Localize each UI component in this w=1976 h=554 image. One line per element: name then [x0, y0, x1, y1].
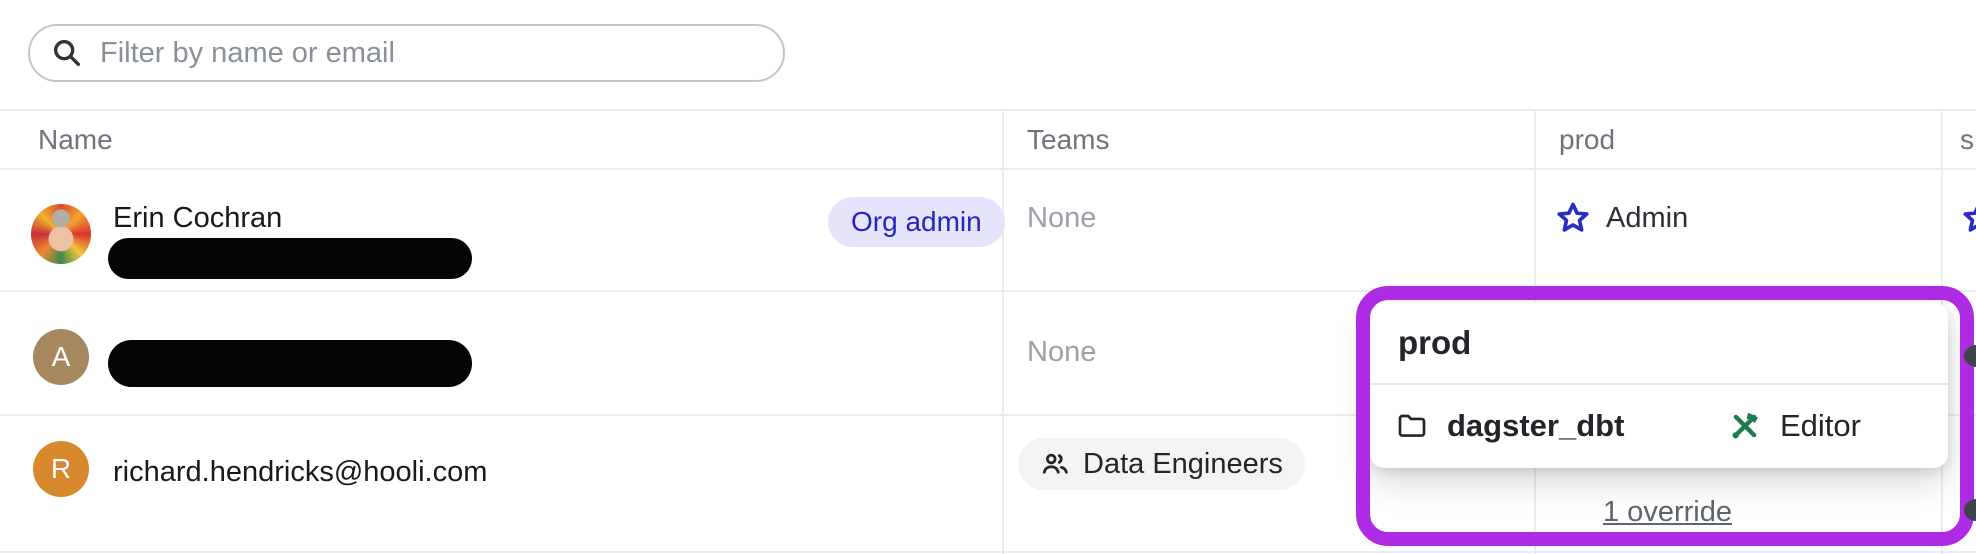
- column-header-name: Name: [38, 124, 113, 155]
- admin-star-icon-partial: [1963, 206, 1976, 232]
- prod-role-label: Admin: [1606, 202, 1689, 234]
- popup-location-row: dagster_dbt Editor: [1370, 385, 1948, 466]
- row2-border: [0, 414, 1976, 416]
- column-header-partial: s: [1960, 124, 1974, 155]
- search-input[interactable]: [98, 27, 783, 79]
- teams-cell-none: None: [1027, 202, 1097, 234]
- column-header-prod: prod: [1559, 124, 1616, 155]
- redacted-email-bar: [108, 238, 472, 279]
- avatar-letter-r: R: [33, 441, 89, 497]
- redacted-name-bar: [108, 340, 472, 387]
- admin-star-icon: [1557, 202, 1589, 232]
- user-email: richard.hendricks@hooli.com: [113, 456, 488, 488]
- editor-tools-icon: [1732, 412, 1759, 438]
- folder-icon: [1398, 414, 1426, 437]
- avatar-letter-a: A: [33, 329, 89, 385]
- column-header-teams: Teams: [1027, 124, 1110, 155]
- search-icon: [53, 39, 81, 67]
- org-admin-badge: Org admin: [828, 197, 1005, 247]
- popup-role-label: Editor: [1780, 407, 1861, 443]
- teams-cell-none: None: [1027, 336, 1097, 368]
- edge-partial-icon: [1964, 345, 1976, 367]
- filter-search-box: [28, 24, 785, 82]
- header-row-border: [0, 168, 1976, 170]
- table-border-top: [0, 109, 1976, 111]
- deployment-permissions-popup: prod dagster_dbt Editor: [1370, 302, 1948, 468]
- code-location-name: dagster_dbt: [1447, 407, 1625, 443]
- user-name: Erin Cochran: [113, 202, 283, 234]
- team-badge-data-engineers: Data Engineers: [1018, 438, 1305, 490]
- override-link[interactable]: 1 override: [1603, 496, 1732, 528]
- row3-border: [0, 551, 1976, 553]
- team-badge-label: Data Engineers: [1083, 447, 1283, 480]
- avatar-photo-erin: [31, 204, 91, 264]
- edge-partial-icon: [1964, 499, 1976, 521]
- people-icon: [1042, 453, 1068, 474]
- popup-title: prod: [1370, 302, 1948, 385]
- col-border-teams: [1002, 109, 1004, 554]
- row1-border: [0, 290, 1976, 292]
